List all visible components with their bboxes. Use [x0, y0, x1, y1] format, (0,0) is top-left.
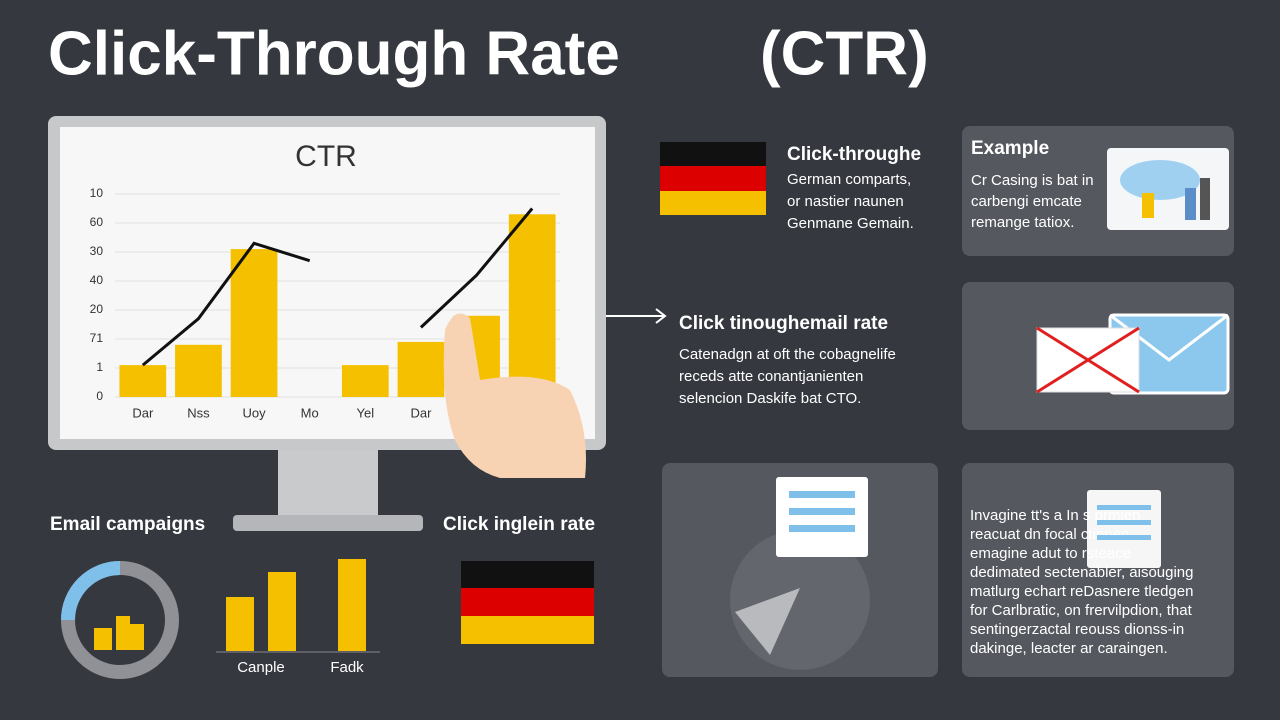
- panel-title: Click-throughe: [787, 144, 921, 165]
- imagine-line: for Carlbratic, on frervilpdion, that: [970, 602, 1193, 619]
- x-tick-label: Yel: [357, 405, 375, 420]
- flag-gold: [660, 191, 766, 215]
- document: [1087, 490, 1161, 568]
- monitor-stand: [278, 448, 378, 518]
- bar: [175, 344, 222, 397]
- example-title: Example: [971, 138, 1049, 159]
- x-tick-label: Dar: [410, 405, 432, 420]
- thumb-bar: [1200, 178, 1210, 220]
- mini-bar: [116, 616, 130, 650]
- mini-bar: [268, 572, 296, 651]
- doc-line: [1097, 505, 1151, 510]
- title-suffix: (CTR): [760, 19, 929, 88]
- compass-needle: [735, 588, 800, 655]
- thumb-bar: [1142, 193, 1154, 218]
- email-rate-text: selencion Daskife bat CTO.: [679, 390, 861, 407]
- chart: 01712040306010DarNssUoyMoYelDarMayN: [90, 186, 560, 420]
- mini-label: Canple: [237, 659, 285, 676]
- x-tick-label: Dar: [132, 405, 154, 420]
- chart-title: CTR: [295, 140, 357, 173]
- example-text: Cr Casing is bat in: [971, 172, 1094, 189]
- imagine-line: sentingerzactal reouss dionss-in: [970, 621, 1184, 638]
- flag-black: [461, 561, 594, 588]
- hand: [443, 313, 586, 478]
- mini-bar: [94, 628, 112, 650]
- panel-text: or nastier naunen: [787, 193, 904, 210]
- flag-red: [461, 588, 594, 616]
- mini-bar: [226, 597, 254, 651]
- imagine-line: matlurg echart reDasnere tledgen: [970, 583, 1193, 600]
- mini-bar: [338, 559, 366, 651]
- imagine-card: [962, 463, 1234, 677]
- bar: [341, 365, 389, 397]
- flag-black: [660, 142, 766, 166]
- monitor-base: [233, 515, 423, 531]
- y-tick-label: 60: [90, 215, 104, 229]
- y-tick-label: 71: [90, 331, 104, 345]
- flag-gold: [461, 616, 594, 644]
- panel-text: Genmane Gemain.: [787, 215, 914, 232]
- document: [776, 477, 868, 557]
- bar: [230, 249, 278, 397]
- arrow-head: [655, 308, 667, 324]
- x-tick-label: Uoy: [243, 405, 267, 420]
- envelope-cross: [1036, 326, 1140, 394]
- email-rate-text: receds atte conantjanienten: [679, 368, 863, 385]
- y-tick-label: 1: [96, 360, 103, 374]
- y-tick-label: 30: [90, 244, 104, 258]
- panel-text: German comparts,: [787, 171, 911, 188]
- bar: [508, 214, 556, 397]
- x-tick-label: Nss: [187, 405, 210, 420]
- title: Click-Through Rate: [48, 19, 620, 88]
- bar: [119, 365, 167, 397]
- email-rate-title: Click tinoughemail rate: [679, 313, 888, 334]
- map-shape: [1120, 160, 1200, 200]
- doc-line: [789, 508, 855, 515]
- example-text: carbengi emcate: [971, 193, 1082, 210]
- y-tick-label: 0: [96, 389, 103, 403]
- line: [141, 207, 534, 367]
- doc-line: [1097, 520, 1151, 525]
- donut-segment: [61, 561, 121, 621]
- example-text: remange tatiox.: [971, 214, 1074, 231]
- y-tick-label: 40: [90, 273, 104, 287]
- section-title: Click inglein rate: [443, 514, 595, 535]
- section-title: Email campaigns: [50, 514, 205, 535]
- y-tick-label: 10: [90, 186, 104, 200]
- doc-line: [789, 525, 855, 532]
- doc-line: [789, 491, 855, 498]
- doc-line: [1097, 535, 1151, 540]
- bar: [397, 341, 445, 397]
- email-rate-text: Catenadgn at oft the cobagnelife: [679, 346, 896, 363]
- mini-bar: [130, 624, 144, 650]
- mini-label: Fadk: [330, 659, 364, 676]
- thumb-bar: [1185, 188, 1196, 220]
- imagine-line: dakinge, leacter ar caraingen.: [970, 640, 1168, 657]
- x-tick-label: Mo: [301, 405, 319, 420]
- y-tick-label: 20: [90, 302, 104, 316]
- flag-red: [660, 166, 766, 191]
- imagine-line: dedimated sectenabler, aisouging: [970, 564, 1194, 581]
